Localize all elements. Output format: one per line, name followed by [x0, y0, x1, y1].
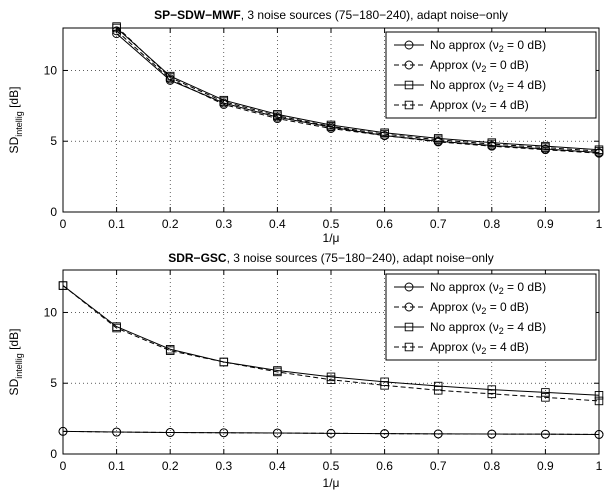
y-axis-label: SDintellig [dB]	[7, 87, 24, 154]
y-tick-label: 10	[44, 305, 58, 319]
data-point	[112, 427, 122, 437]
y-tick-label: 5	[50, 134, 57, 148]
x-tick-label: 0.1	[108, 459, 125, 473]
chart-2: 0 0.1 0.2 0.3 0.4 0.5 0.6 0.7 0.8 0.9 10510SDR−GSC…	[7, 251, 604, 490]
x-tick-label: 0.1	[108, 217, 125, 231]
x-tick-label: 0.9	[537, 217, 554, 231]
legend-box	[385, 31, 597, 119]
x-tick-label: 0	[60, 459, 67, 473]
data-point	[326, 428, 336, 438]
chart-title-bold: SP−SDW−MWF	[154, 8, 241, 22]
legend-label: Approx (ν2 = 0 dB)	[430, 300, 529, 316]
data-point	[165, 73, 175, 82]
data-point	[380, 429, 390, 439]
x-tick-label: 0.4	[269, 217, 286, 231]
chart-title-rest: , 3 noise sources (75−180−240), adapt no…	[241, 8, 508, 22]
data-point	[272, 428, 282, 438]
x-axis-label: 1/μ	[323, 231, 340, 245]
legend-marker	[404, 322, 414, 332]
x-tick-label: 0.6	[376, 459, 393, 473]
series-line-2	[116, 30, 600, 154]
data-point	[380, 381, 389, 390]
legend-label: No approx (ν2 = 4 dB)	[430, 320, 546, 336]
x-tick-label: 0.4	[269, 459, 286, 473]
legend-label: No approx (ν2 = 0 dB)	[430, 38, 546, 54]
y-tick-label: 5	[50, 376, 57, 390]
x-axis-label: 1/μ	[323, 476, 340, 490]
series-line-4	[62, 285, 600, 402]
legend-label: Approx (ν2 = 4 dB)	[430, 340, 529, 356]
data-point	[273, 367, 282, 377]
y-tick-label: 10	[44, 63, 58, 77]
legend-marker	[404, 342, 414, 352]
legend-marker	[404, 282, 414, 292]
y-label-main: SD	[7, 136, 21, 153]
x-tick-label: 0.2	[162, 217, 179, 231]
data-point	[487, 139, 497, 149]
data-point	[540, 429, 550, 439]
data-point	[326, 375, 336, 384]
data-point	[219, 428, 229, 438]
x-tick-label: 0.5	[323, 459, 340, 473]
legend-marker	[404, 100, 414, 110]
chart-title-bold: SDR−GSC	[168, 251, 227, 265]
series-line-1	[116, 33, 600, 154]
legend-label: No approx (ν2 = 4 dB)	[430, 78, 546, 94]
data-point	[541, 388, 550, 397]
legend-marker	[404, 80, 414, 90]
data-point	[165, 428, 175, 437]
data-point	[541, 143, 550, 152]
y-label-unit: [dB]	[7, 87, 21, 112]
data-point	[487, 429, 497, 439]
legend-marker	[404, 60, 414, 70]
data-point	[165, 346, 175, 355]
data-point	[219, 357, 229, 367]
x-tick-label: 0.3	[215, 459, 232, 473]
chart-title-rest: , 3 noise sources (75−180−240), adapt no…	[227, 251, 494, 265]
legend-marker	[404, 302, 414, 312]
chart-title: SDR−GSC, 3 noise sources (75−180−240), a…	[168, 251, 494, 265]
data-point	[541, 393, 550, 402]
data-point	[487, 389, 497, 399]
x-tick-label: 0.9	[537, 459, 554, 473]
data-point	[380, 129, 389, 139]
data-point	[433, 386, 443, 395]
data-point	[433, 429, 443, 439]
y-tick-label: 0	[50, 447, 57, 461]
legend-label: No approx (ν2 = 0 dB)	[430, 280, 546, 296]
x-tick-label: 0.5	[323, 217, 340, 231]
legend-label: Approx (ν2 = 4 dB)	[430, 98, 529, 114]
x-tick-label: 1	[596, 217, 603, 231]
y-tick-label: 0	[50, 205, 57, 219]
chart-title: SP−SDW−MWF, 3 noise sources (75−180−240)…	[154, 8, 508, 22]
data-point	[219, 97, 229, 106]
x-tick-label: 0.7	[430, 459, 447, 473]
x-tick-label: 0.8	[483, 217, 500, 231]
chart-1: 0 0.1 0.2 0.3 0.4 0.5 0.6 0.7 0.8 0.9 10510SP−SDW−…	[7, 8, 604, 245]
x-tick-label: 0.6	[376, 217, 393, 231]
series-line-3	[116, 27, 600, 151]
y-axis-label: SDintellig [dB]	[7, 329, 24, 396]
x-tick-label: 0	[60, 217, 67, 231]
data-point	[433, 135, 443, 145]
y-label-main: SD	[7, 378, 21, 395]
y-label-sub: intellig	[14, 111, 24, 137]
data-point	[112, 323, 121, 333]
x-tick-label: 0.7	[430, 217, 447, 231]
legend-marker	[404, 40, 414, 50]
legend-label: Approx (ν2 = 0 dB)	[430, 58, 529, 74]
x-tick-label: 0.2	[162, 459, 179, 473]
series-line-3	[62, 285, 600, 396]
series-line-2	[62, 430, 600, 435]
y-label-sub: intellig	[14, 353, 24, 379]
x-tick-label: 0.8	[483, 459, 500, 473]
x-tick-label: 1	[596, 459, 603, 473]
x-tick-label: 0.3	[215, 217, 232, 231]
legend-box	[385, 273, 597, 361]
data-point	[273, 111, 282, 121]
data-point	[326, 122, 336, 131]
y-label-unit: [dB]	[7, 329, 21, 354]
